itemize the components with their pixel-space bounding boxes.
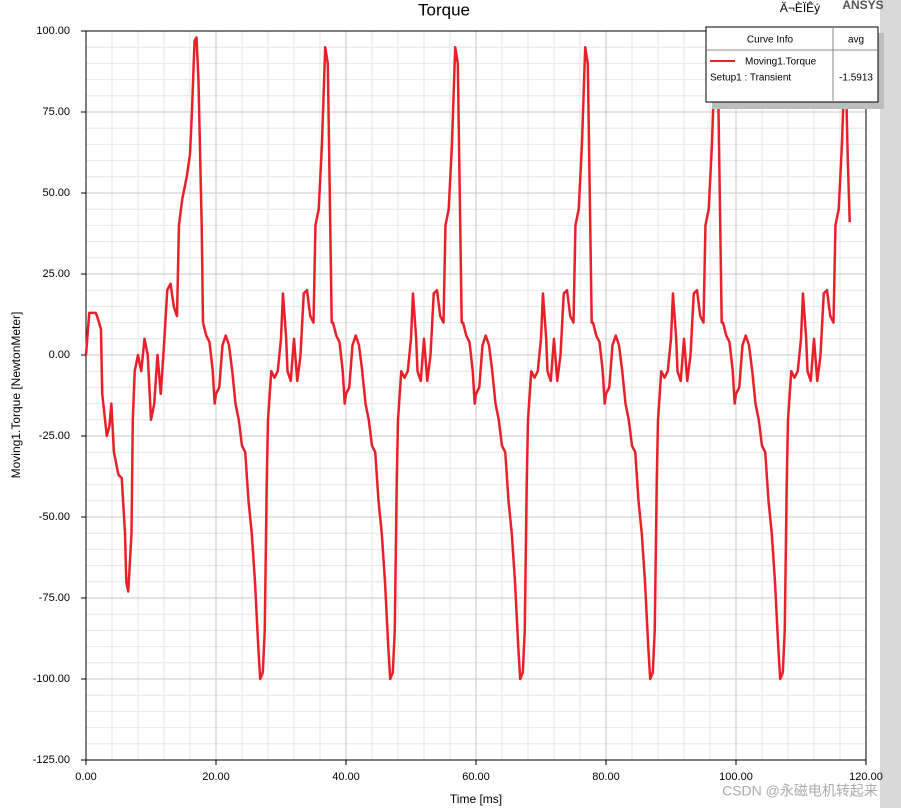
y-tick-label: 50.00 [42,187,70,199]
y-axis-label: Moving1.Torque [NewtonMeter] [9,312,23,479]
y-tick-label: 100.00 [36,25,70,37]
brand: ANSYS [842,0,883,12]
legend-avg: -1.5913 [839,73,873,84]
y-tick-label: -75.00 [39,592,70,604]
y-tick-label: -50.00 [39,511,70,523]
plot-area: 0.00 20.00 40.00 60.00 80.00 100.00 120.00 -125… [33,25,883,783]
legend-header: Curve Info [747,35,794,46]
watermark: CSDN @永磁电机转起来 [722,783,878,799]
x-tick-label: 100.00 [719,771,753,783]
x-tick-label: 40.00 [332,771,360,783]
x-tick-label: 80.00 [592,771,620,783]
y-tick-label: -25.00 [39,430,70,442]
legend: Curve Info avg Moving1.Torque Setup1 : T… [705,26,884,109]
chart-title: Torque [418,0,470,19]
y-tick-label: 25.00 [42,268,70,280]
legend-solution: Setup1 : Transient [710,73,791,84]
data-line [84,36,851,681]
legend-header: avg [848,35,864,46]
corner-text: Ä¬ÈÏÊý [780,0,820,15]
x-tick-label: 0.00 [75,771,96,783]
x-tick-label: 20.00 [202,771,230,783]
x-tick-label: 60.00 [462,771,490,783]
side-panel [880,0,901,808]
y-tick-label: -100.00 [33,673,70,685]
plot-frame [85,30,867,761]
y-tick-label: 75.00 [42,106,70,118]
x-axis-label: Time [ms] [450,792,502,806]
legend-box [705,26,879,103]
y-tick-label: 0.00 [49,349,70,361]
x-tick-label: 120.00 [849,771,883,783]
legend-entry: Moving1.Torque [745,57,817,68]
y-tick-label: -125.00 [33,754,70,766]
